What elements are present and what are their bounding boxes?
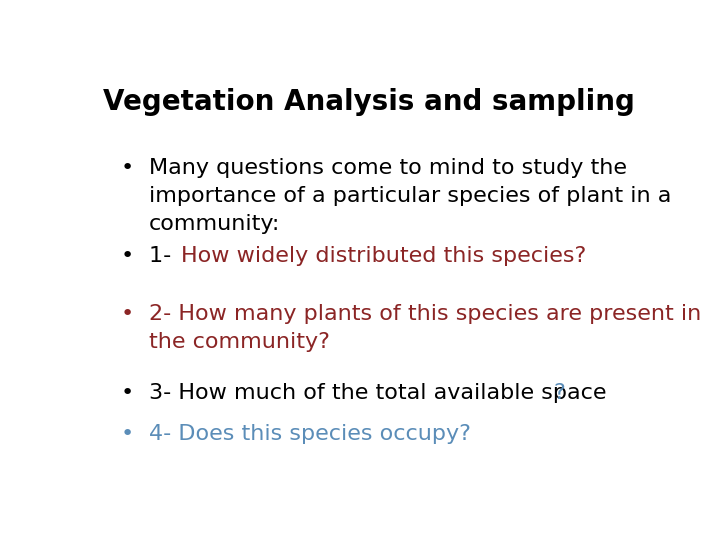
Text: 4- Does this species occupy?: 4- Does this species occupy? <box>148 424 470 444</box>
Text: How widely distributed this species?: How widely distributed this species? <box>181 246 586 266</box>
Text: •: • <box>121 383 134 403</box>
Text: 1-: 1- <box>148 246 178 266</box>
Text: •: • <box>121 304 134 324</box>
Text: Vegetation Analysis and sampling: Vegetation Analysis and sampling <box>103 87 635 116</box>
Text: •: • <box>121 158 134 178</box>
Text: •: • <box>121 424 134 444</box>
Text: ?: ? <box>554 383 565 403</box>
Text: 3- How much of the total available space: 3- How much of the total available space <box>148 383 613 403</box>
Text: 2- How many plants of this species are present in
the community?: 2- How many plants of this species are p… <box>148 304 701 352</box>
Text: •: • <box>121 246 134 266</box>
Text: Many questions come to mind to study the
importance of a particular species of p: Many questions come to mind to study the… <box>148 158 671 234</box>
